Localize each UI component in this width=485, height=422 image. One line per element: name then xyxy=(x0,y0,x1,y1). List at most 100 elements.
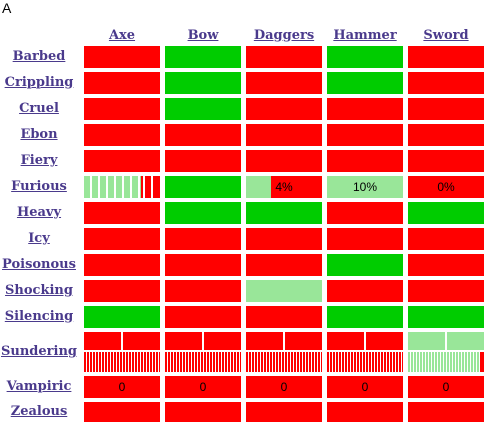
status-cell xyxy=(408,98,484,120)
status-cell xyxy=(84,228,160,250)
status-value: 4% xyxy=(275,180,293,194)
status-cell xyxy=(84,176,160,198)
row-header-crippling[interactable]: Crippling xyxy=(4,75,74,90)
status-cell: 0 xyxy=(246,376,322,398)
status-cell xyxy=(246,98,322,120)
status-cell xyxy=(246,254,322,276)
status-cell xyxy=(165,280,241,302)
status-value: 0 xyxy=(280,380,288,394)
column-header-axe[interactable]: Axe xyxy=(108,28,136,43)
status-cell: 0 xyxy=(327,376,403,398)
status-cell: 4% xyxy=(246,176,322,198)
status-cell xyxy=(327,254,403,276)
row-header-fiery[interactable]: Fiery xyxy=(20,153,58,168)
row-header-vampiric[interactable]: Vampiric xyxy=(6,379,72,394)
status-cell xyxy=(165,124,241,146)
status-cell xyxy=(246,150,322,172)
progress-fill xyxy=(84,176,141,198)
status-cell xyxy=(84,280,160,302)
sunder-tail xyxy=(480,352,484,372)
status-cell xyxy=(327,280,403,302)
status-cell: 0% xyxy=(408,176,484,198)
status-cell xyxy=(84,72,160,94)
sunder-ticks xyxy=(84,352,160,372)
status-cell xyxy=(165,202,241,224)
status-cell xyxy=(408,72,484,94)
sunder-ticks xyxy=(246,352,322,372)
status-cell xyxy=(165,72,241,94)
row-header-cruel[interactable]: Cruel xyxy=(19,101,59,116)
row-header-shocking[interactable]: Shocking xyxy=(5,283,73,298)
status-cell xyxy=(246,72,322,94)
status-cell xyxy=(246,306,322,328)
status-cell xyxy=(408,46,484,68)
status-cell xyxy=(165,176,241,198)
status-value: 10% xyxy=(352,180,378,194)
status-cell xyxy=(84,332,160,372)
row-header-ebon[interactable]: Ebon xyxy=(20,127,58,142)
sunder-upper xyxy=(327,332,403,350)
status-cell xyxy=(165,228,241,250)
status-cell xyxy=(246,202,322,224)
row-header-furious[interactable]: Furious xyxy=(11,179,67,194)
row-header-poisonous[interactable]: Poisonous xyxy=(2,257,76,272)
row-header-icy[interactable]: Icy xyxy=(28,231,50,246)
status-cell xyxy=(246,332,322,372)
sunder-ticks xyxy=(327,352,403,372)
status-cell xyxy=(327,228,403,250)
status-value: 0 xyxy=(199,380,207,394)
status-cell xyxy=(327,332,403,372)
status-value: 0% xyxy=(437,180,455,194)
status-cell xyxy=(327,72,403,94)
sunder-ticks xyxy=(408,352,484,372)
status-cell xyxy=(165,254,241,276)
status-cell xyxy=(165,306,241,328)
status-cell xyxy=(246,280,322,302)
status-cell xyxy=(84,46,160,68)
status-cell xyxy=(408,150,484,172)
status-cell xyxy=(84,402,160,422)
row-header-silencing[interactable]: Silencing xyxy=(4,309,74,324)
status-cell xyxy=(408,202,484,224)
sunder-upper xyxy=(246,332,322,350)
status-cell xyxy=(408,402,484,422)
status-cell: 0 xyxy=(165,376,241,398)
status-cell: 10% xyxy=(327,176,403,198)
status-cell xyxy=(84,306,160,328)
status-cell xyxy=(84,254,160,276)
status-cell xyxy=(246,124,322,146)
sunder-upper xyxy=(84,332,160,350)
row-header-barbed[interactable]: Barbed xyxy=(12,49,66,64)
status-cell xyxy=(327,202,403,224)
sunder-ticks xyxy=(165,352,241,372)
sunder-upper xyxy=(408,332,484,350)
divider xyxy=(143,176,146,198)
status-cell xyxy=(165,98,241,120)
column-header-hammer[interactable]: Hammer xyxy=(333,28,397,43)
status-cell xyxy=(408,306,484,328)
status-cell xyxy=(84,202,160,224)
status-cell xyxy=(246,402,322,422)
status-cell xyxy=(327,150,403,172)
status-cell xyxy=(327,124,403,146)
status-cell xyxy=(408,228,484,250)
column-header-sword[interactable]: Sword xyxy=(423,28,469,43)
status-cell xyxy=(408,254,484,276)
status-value: 0 xyxy=(118,380,126,394)
status-cell xyxy=(84,98,160,120)
row-header-zealous[interactable]: Zealous xyxy=(10,404,68,419)
status-cell xyxy=(165,46,241,68)
sunder-upper xyxy=(165,332,241,350)
status-cell xyxy=(165,402,241,422)
status-cell xyxy=(408,280,484,302)
corner-label: A xyxy=(2,0,12,16)
column-header-bow[interactable]: Bow xyxy=(187,28,219,43)
status-cell xyxy=(165,332,241,372)
column-header-daggers[interactable]: Daggers xyxy=(253,28,315,43)
row-header-sundering[interactable]: Sundering xyxy=(1,344,77,359)
row-header-heavy[interactable]: Heavy xyxy=(16,205,62,220)
status-cell xyxy=(327,402,403,422)
status-cell xyxy=(165,150,241,172)
status-value: 0 xyxy=(442,380,450,394)
status-cell xyxy=(408,124,484,146)
